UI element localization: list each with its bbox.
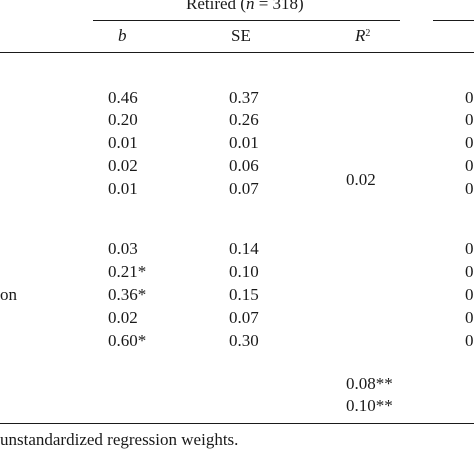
b-cell: 0.60* bbox=[108, 331, 147, 350]
col-header-b: b bbox=[118, 26, 127, 45]
final-r2-cell: 0.10** bbox=[346, 396, 393, 415]
next-col-cell: 0 bbox=[465, 156, 474, 175]
se-cell: 0.26 bbox=[229, 110, 259, 129]
group-header-n: n bbox=[245, 0, 255, 13]
b-cell: 0.36* bbox=[108, 285, 147, 304]
group-header-suffix: = 318) bbox=[254, 0, 304, 13]
se-cell: 0.30 bbox=[229, 331, 259, 350]
row-label-fragment: on bbox=[0, 285, 17, 304]
se-cell: 0.06 bbox=[229, 156, 259, 175]
table-footnote: unstandardized regression weights. bbox=[0, 430, 239, 449]
next-group-underline bbox=[433, 20, 474, 21]
b-cell: 0.01 bbox=[108, 133, 138, 152]
next-col-cell: 0 bbox=[465, 110, 474, 129]
col-header-r2: R2 bbox=[355, 26, 370, 46]
se-cell: 0.07 bbox=[229, 308, 259, 327]
next-col-cell: 0 bbox=[465, 179, 474, 198]
se-cell: 0.01 bbox=[229, 133, 259, 152]
next-col-cell: 0 bbox=[465, 262, 474, 281]
se-cell: 0.37 bbox=[229, 88, 259, 107]
se-cell: 0.10 bbox=[229, 262, 259, 281]
next-col-cell: 0 bbox=[465, 88, 474, 107]
b-cell: 0.20 bbox=[108, 110, 138, 129]
col-header-se: SE bbox=[231, 26, 251, 45]
col-header-r2-base: R bbox=[355, 26, 366, 45]
next-col-cell: 0 bbox=[465, 331, 474, 350]
se-cell: 0.15 bbox=[229, 285, 259, 304]
table-bottom-rule bbox=[0, 423, 474, 424]
b-cell: 0.03 bbox=[108, 239, 138, 258]
se-cell: 0.07 bbox=[229, 179, 259, 198]
group-header-prefix: Retired ( bbox=[186, 0, 246, 13]
final-r2-cell: 0.08** bbox=[346, 374, 393, 393]
block1-r2-cell: 0.02 bbox=[346, 170, 376, 189]
b-cell: 0.46 bbox=[108, 88, 138, 107]
b-cell: 0.21* bbox=[108, 262, 147, 281]
next-col-cell: 0 bbox=[465, 285, 474, 304]
b-cell: 0.02 bbox=[108, 308, 138, 327]
b-cell: 0.02 bbox=[108, 156, 138, 175]
next-col-cell: 0 bbox=[465, 308, 474, 327]
next-col-cell: 0 bbox=[465, 133, 474, 152]
next-col-cell: 0 bbox=[465, 239, 474, 258]
se-cell: 0.14 bbox=[229, 239, 259, 258]
col-header-r2-sup: 2 bbox=[365, 28, 371, 39]
group-underline bbox=[93, 20, 400, 21]
group-header: Retired (n = 318) bbox=[186, 0, 304, 14]
header-bottom-rule bbox=[0, 52, 474, 53]
b-cell: 0.01 bbox=[108, 179, 138, 198]
